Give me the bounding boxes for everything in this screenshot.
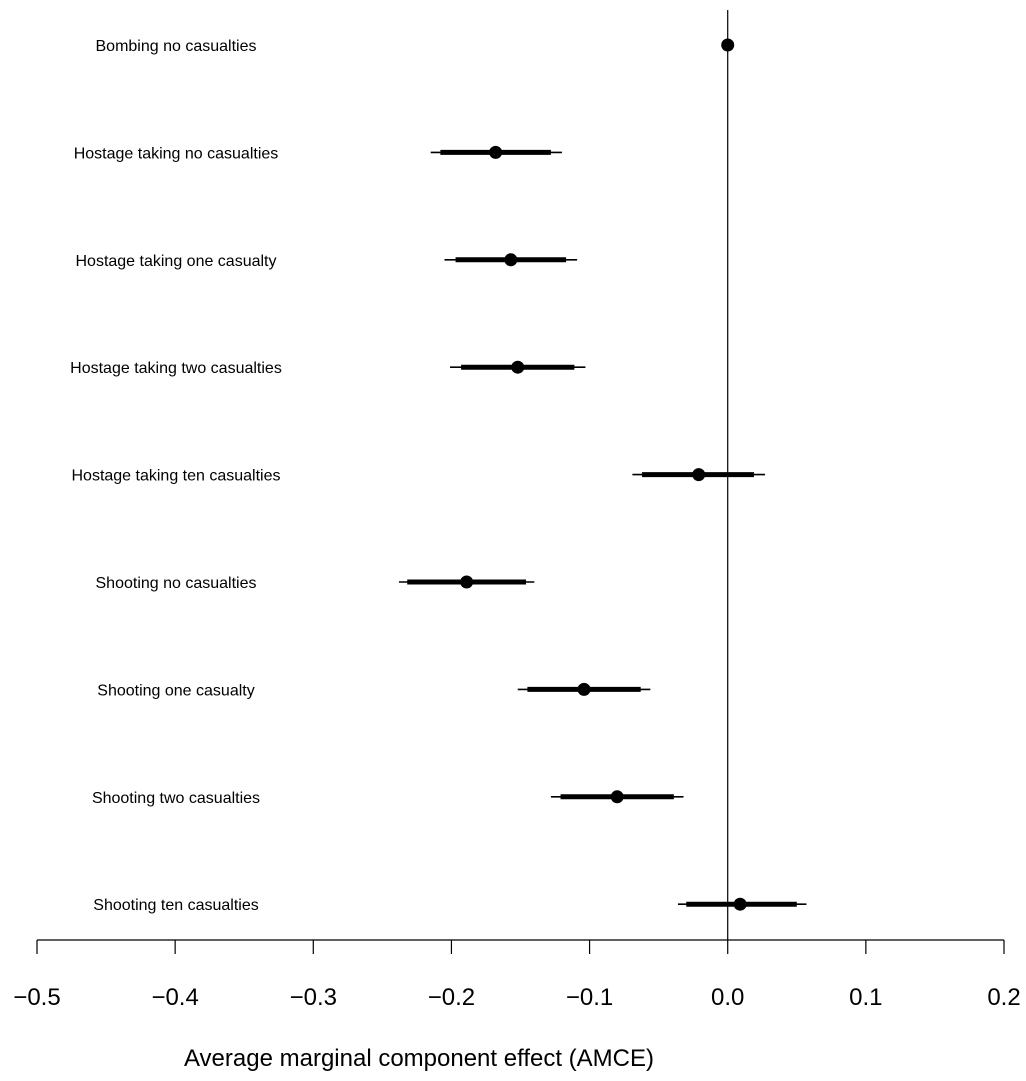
category-label: Shooting no casualties (96, 575, 257, 592)
estimate-point (489, 145, 503, 159)
x-tick-label: −0.2 (428, 984, 475, 1011)
estimate-point (733, 897, 747, 911)
x-tick-label: −0.1 (566, 984, 613, 1011)
x-tick-label: 0.0 (711, 984, 744, 1011)
x-tick-label: 0.2 (987, 984, 1020, 1011)
x-axis: −0.5 −0.4 −0.3 −0.2 −0.1 0.0 0.1 0.2 (13, 939, 1021, 1011)
category-label: Shooting ten casualties (93, 897, 258, 914)
x-axis-title: Average marginal component effect (AMCE) (184, 1045, 654, 1072)
estimate-point (511, 360, 525, 374)
x-tick-label: 0.1 (849, 984, 882, 1011)
category-label: Bombing no casualties (96, 38, 257, 55)
category-label: Shooting two casualties (92, 790, 260, 807)
x-tick-label: −0.4 (151, 984, 198, 1011)
category-label: Hostage taking two casualties (70, 360, 282, 377)
category-label: Hostage taking ten casualties (71, 468, 280, 485)
estimate-point (460, 575, 474, 589)
category-labels: Bombing no casualties Hostage taking no c… (70, 38, 282, 914)
x-tick-label: −0.3 (290, 984, 337, 1011)
estimate-point (504, 253, 518, 267)
estimate-point (577, 682, 591, 696)
estimate-point (692, 468, 706, 482)
estimate-point (610, 790, 624, 804)
category-label: Hostage taking one casualty (75, 253, 276, 270)
estimate-point (721, 38, 735, 52)
category-label: Shooting one casualty (97, 682, 254, 699)
category-label: Hostage taking no casualties (74, 145, 279, 162)
x-tick-label: −0.5 (13, 984, 60, 1011)
estimate-marks (398, 38, 807, 911)
